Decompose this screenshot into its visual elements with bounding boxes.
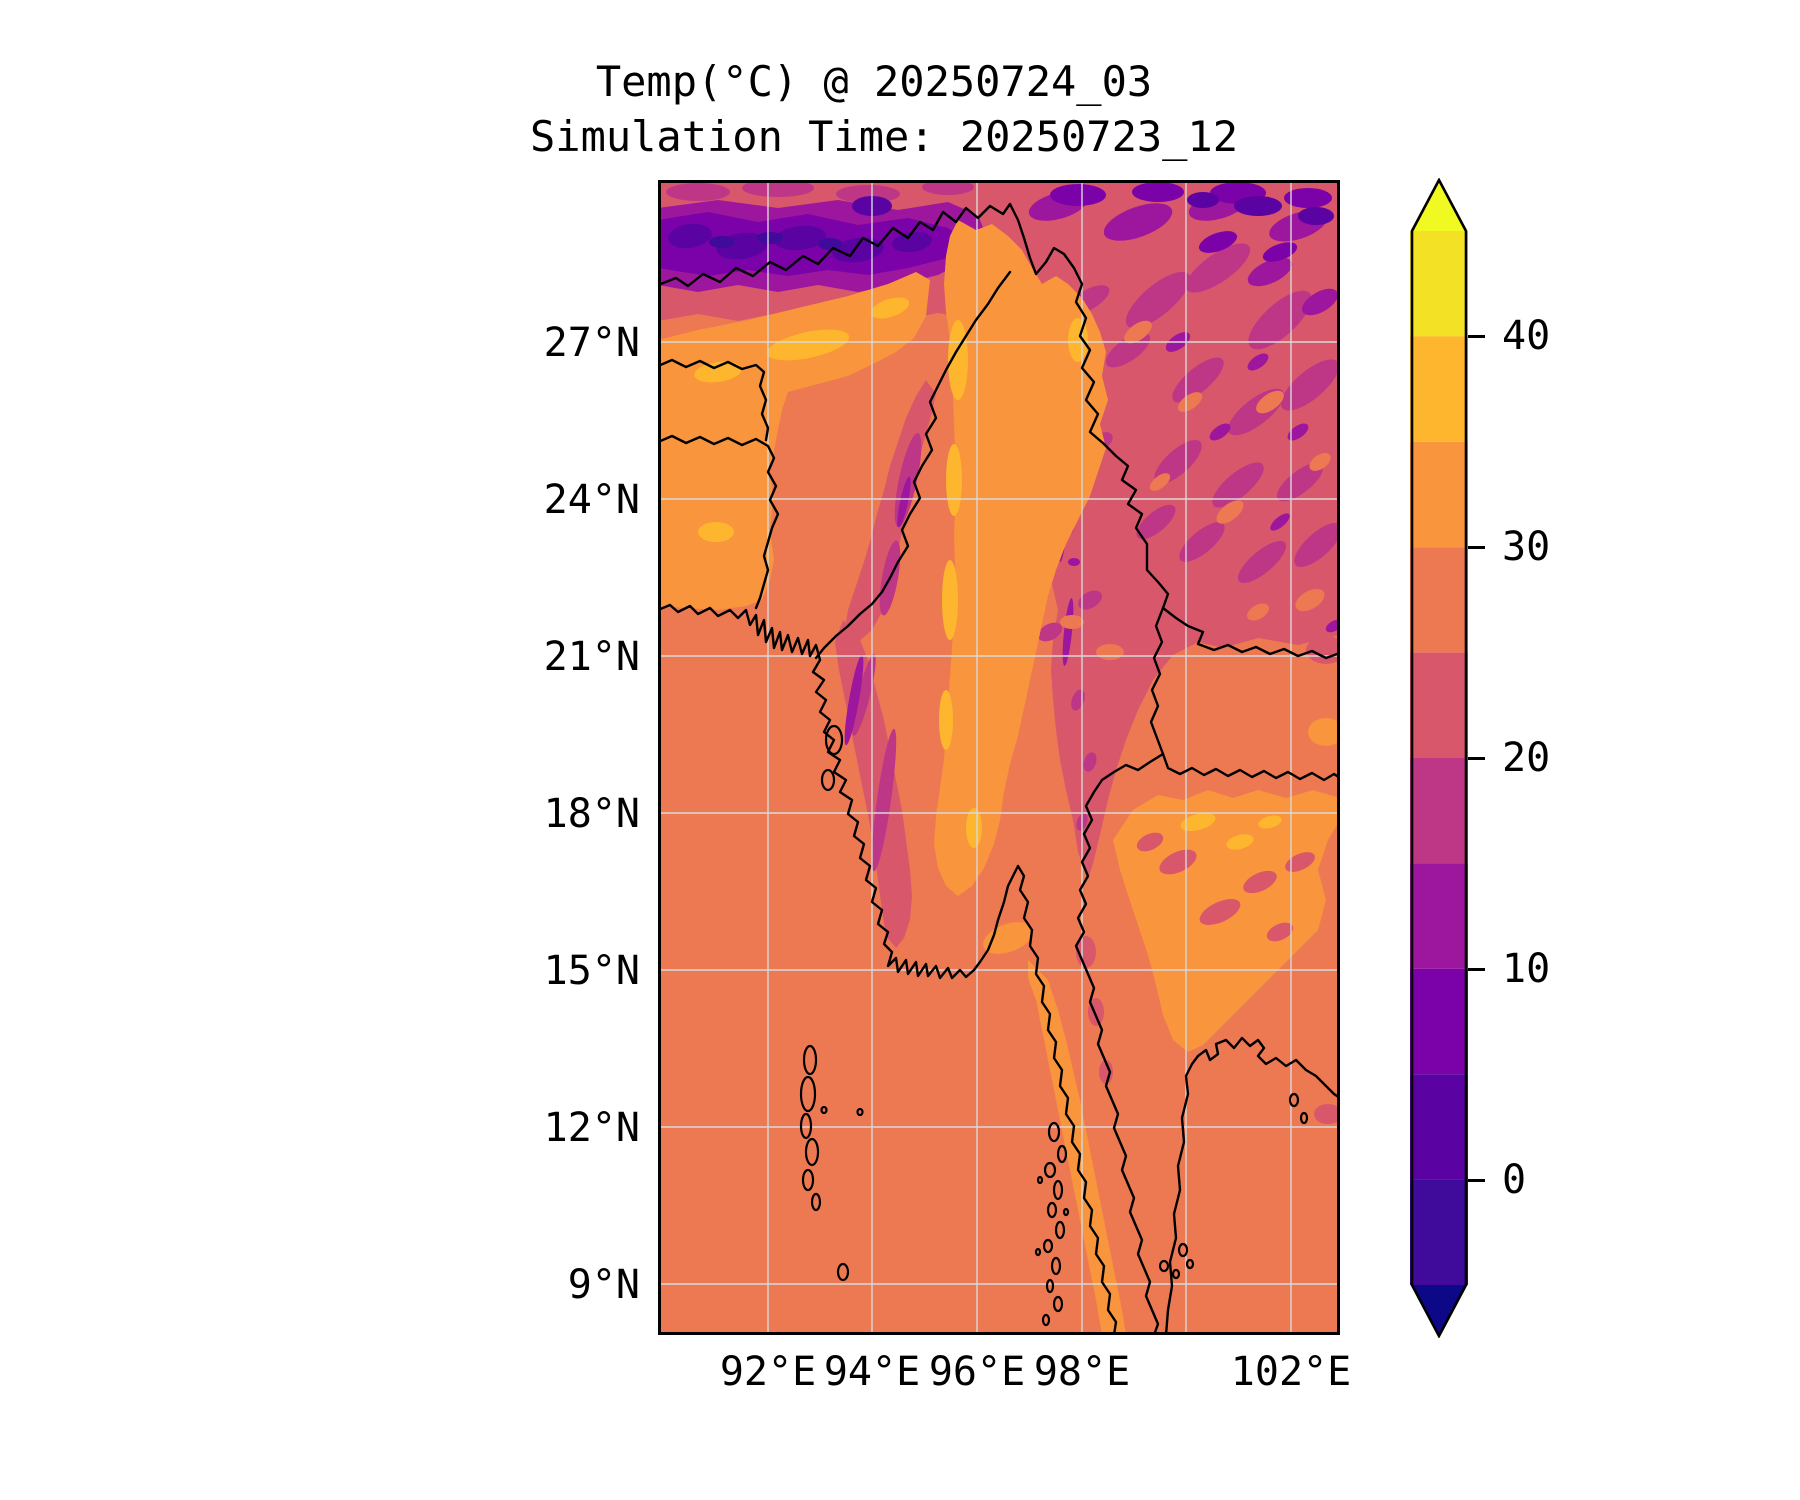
colorbar	[1410, 178, 1468, 1338]
yunnan-magenta-mottle	[1066, 243, 1340, 584]
coastlines	[658, 603, 1340, 1335]
colorbar-label-30: 30	[1502, 524, 1551, 570]
y-tick-27n: 27°N	[543, 320, 640, 366]
colorbar-over-arrow	[1412, 180, 1466, 231]
border-india-myanmar	[814, 270, 1012, 660]
chart-subtitle: Simulation Time: 20250723_12	[529, 112, 1239, 161]
colorbar-label-20: 20	[1502, 735, 1551, 781]
border-laos-mekong	[1149, 606, 1340, 782]
graticule-gridlines	[658, 180, 1340, 1335]
thailand-pink-patches	[1076, 832, 1340, 1124]
y-tick-15n: 15°N	[543, 948, 640, 994]
colorbar-tick-20	[1468, 757, 1485, 760]
x-tick-98e: 98°E	[1033, 1349, 1131, 1395]
y-tick-18n: 18°N	[543, 791, 640, 837]
colorbar-segments	[1410, 231, 1468, 1285]
y-tick-9n: 9°N	[567, 1262, 640, 1308]
gulf-islands	[1158, 1092, 1309, 1280]
x-tick-92e: 92°E	[719, 1349, 817, 1395]
y-tick-21n: 21°N	[543, 634, 640, 680]
x-tick-94e: 94°E	[823, 1349, 921, 1395]
coastline-gulf-of-thailand	[1164, 1036, 1340, 1335]
colorbar-label-10: 10	[1502, 946, 1551, 992]
colorbar-under-arrow	[1412, 1285, 1466, 1336]
colorbar-outline	[1410, 178, 1468, 1338]
border-bangladesh-south	[658, 434, 780, 610]
border-thailand-myanmar	[1074, 752, 1165, 1335]
colorbar-tick-40	[1468, 335, 1485, 338]
chart-title: Temp(°C) @ 20250724_03	[595, 57, 1153, 106]
country-borders	[658, 202, 1340, 1335]
colorbar-label-0: 0	[1502, 1157, 1527, 1203]
highland-salmon-spots	[774, 320, 1331, 689]
map-frame	[658, 180, 1340, 1335]
mergui-archipelago	[1034, 1121, 1070, 1327]
x-tick-96e: 96°E	[928, 1349, 1026, 1395]
coastline-bengal-myanmar	[658, 603, 1118, 1335]
colorbar-label-40: 40	[1502, 313, 1551, 359]
border-himalaya-china-myanmar	[658, 202, 1340, 660]
andaman-islands	[799, 724, 864, 1282]
colorbar-tick-10	[1468, 968, 1485, 971]
border-bangladesh-north	[658, 358, 770, 442]
y-tick-24n: 24°N	[543, 477, 640, 523]
temperature-map	[658, 180, 1340, 1335]
colorbar-tick-0	[1468, 1179, 1485, 1182]
x-tick-102e: 102°E	[1230, 1349, 1352, 1395]
y-tick-12n: 12°N	[543, 1105, 640, 1151]
colorbar-tick-30	[1468, 546, 1485, 549]
